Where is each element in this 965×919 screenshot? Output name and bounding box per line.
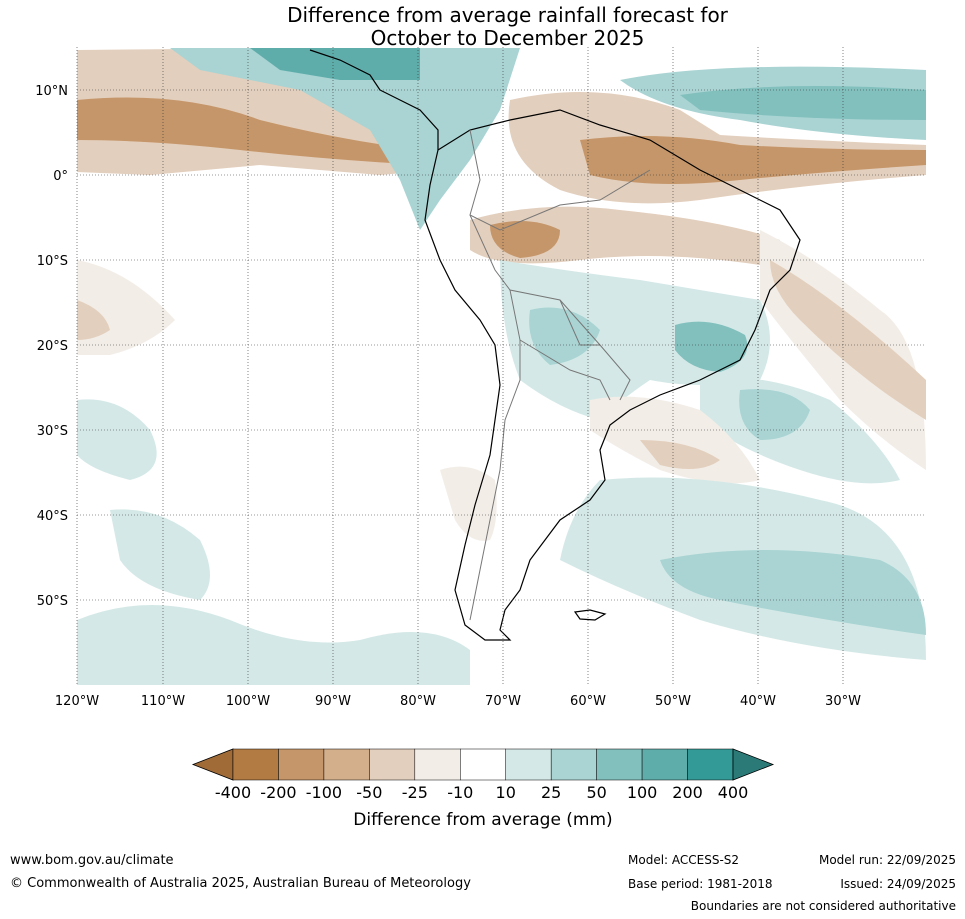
lon-label-120w: 120°W [55,694,99,709]
colorbar-extend-high [732,748,775,781]
colorbar-tick-label: -400 [215,783,251,802]
lon-label-30w: 30°W [825,694,861,709]
colorbar-segment [232,748,279,781]
lat-label-10s: 10°S [37,254,68,269]
colorbar-segment [460,748,506,781]
dry-chile [440,466,497,541]
colorbar-tick-label: -25 [402,783,428,802]
coastline-central-america [309,49,439,150]
title-line-1: Difference from average rainfall forecas… [287,3,728,27]
lon-label-80w: 80°W [400,694,436,709]
gridlines [76,47,926,685]
colorbar-tick-label: 200 [672,783,703,802]
lon-label-90w: 90°W [315,694,351,709]
lon-label-70w: 70°W [485,694,521,709]
colorbar-tick-label: 100 [627,783,658,802]
map-title: Difference from average rainfall forecas… [0,4,965,50]
wet-pacific-west [77,399,157,480]
colorbar-title: Difference from average (mm) [353,810,612,830]
footer-model: Model: ACCESS-S2 [628,853,740,867]
colorbar-segment [687,748,734,781]
footer-website: www.bom.gov.au/climate [10,853,174,868]
lon-label-60w: 60°W [570,694,606,709]
lon-label-40w: 40°W [740,694,776,709]
lat-label-40s: 40°S [37,509,68,524]
coastline-falklands [573,609,607,621]
dry-north-core [580,136,926,184]
colorbar-extend-low [191,748,234,781]
footer-copyright: © Commonwealth of Australia 2025, Austra… [10,876,471,891]
colorbar-segment [414,748,461,781]
footer-disclaimer: Boundaries are not considered authoritat… [690,899,956,913]
colorbar-segment [641,748,688,781]
colorbar-tick-label: -10 [447,783,473,802]
lat-label-20s: 20°S [37,339,68,354]
wet-atlantic-south-core [739,389,810,440]
coastlines [309,49,801,641]
dry-pacific-west-core [77,300,110,340]
lat-label-50s: 50°S [37,594,68,609]
colorbar-tick-label: 10 [496,783,516,802]
colorbar-tick-label: 25 [541,783,561,802]
footer-model-run: Model run: 22/09/2025 [818,853,956,867]
wet-central-core [529,307,600,365]
colorbar-segment [323,748,370,781]
colorbar-tick-label: -200 [260,783,296,802]
longitude-labels: 120°W 110°W 100°W 90°W 80°W 70°W 60°W 50… [55,694,861,709]
wet-pacific-south [77,605,470,685]
dry-core-pacific [77,97,425,165]
colorbar-labels: -400 -200 -100 -50 -25 -10 10 25 50 100 200 400 [215,783,748,802]
lon-label-100w: 100°W [226,694,270,709]
colorbar-tick-label: 50 [586,783,606,802]
wet-caribbean-core [250,48,420,80]
colorbar [191,748,775,781]
dry-laplata-core [640,440,720,469]
title-line-2: October to December 2025 [370,26,645,50]
colorbar-segment [369,748,416,781]
wet-caribbean [170,48,520,230]
lon-label-110w: 110°W [141,694,185,709]
colorbar-segment [550,748,597,781]
wet-south-atlantic-core [660,550,926,635]
colorbar-tick-label: -50 [356,783,382,802]
colorbar-tick-label: -100 [306,783,342,802]
lat-label-10n: 10°N [35,84,68,99]
colorbar-segment [505,748,552,781]
lon-label-50w: 50°W [655,694,691,709]
colorbar-segment [278,748,325,781]
dry-east-core [770,260,926,420]
wet-sebrazil [675,321,748,372]
wet-atlantic-core [680,86,926,120]
coastline-south-america [424,109,801,641]
colorbar-segment [596,748,643,781]
anomaly-shading [77,47,926,685]
colorbar-tick-label: 400 [718,783,749,802]
footer-base-period: Base period: 1981-2018 [628,877,773,891]
dry-amazon-core [490,221,560,258]
latitude-labels: 10°N 0° 10°S 20°S 30°S 40°S 50°S [35,84,68,609]
footer-issued: Issued: 24/09/2025 [840,877,956,891]
lat-label-0: 0° [53,169,68,184]
lat-label-30s: 30°S [37,424,68,439]
country-boundaries [469,129,651,621]
wet-pacific-mid [110,509,210,600]
